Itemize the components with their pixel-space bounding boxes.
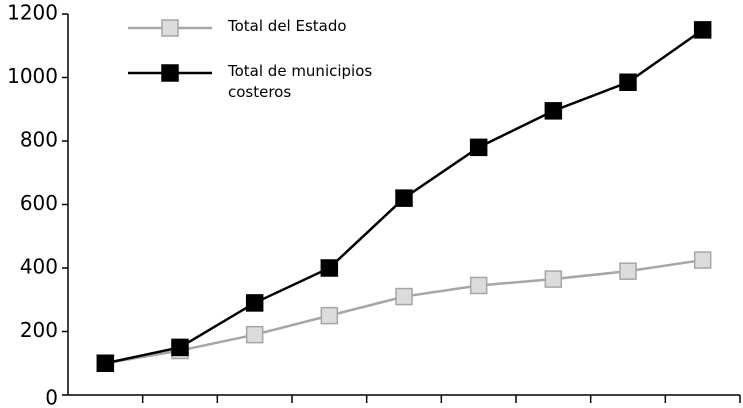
- series-line: [105, 258, 703, 365]
- marker: [245, 294, 264, 312]
- marker: [619, 262, 637, 280]
- y-tick-label: 1200: [7, 1, 58, 25]
- y-tick-label: 400: [20, 255, 58, 279]
- y-tick-label: 600: [20, 191, 58, 215]
- y-tick-label: 0: [45, 386, 58, 408]
- marker: [693, 251, 712, 269]
- marker: [395, 189, 413, 207]
- y-tick-label: 200: [20, 318, 58, 342]
- marker: [544, 102, 563, 120]
- marker: [171, 338, 189, 357]
- legend-marker: [161, 19, 179, 37]
- marker: [619, 73, 637, 92]
- marker: [320, 306, 339, 325]
- y-tick-label: 800: [20, 128, 58, 152]
- legend-label: Total de municipios costeros: [228, 62, 373, 101]
- marker: [544, 270, 563, 288]
- legend-marker: [161, 64, 179, 82]
- marker: [469, 276, 488, 295]
- y-tick-label: 1000: [7, 64, 58, 88]
- marker: [96, 354, 115, 372]
- legend-label: Total del Estado: [228, 17, 347, 35]
- marker: [469, 138, 488, 157]
- marker: [320, 259, 339, 277]
- marker: [245, 325, 264, 344]
- marker: [395, 287, 413, 306]
- marker: [693, 21, 712, 39]
